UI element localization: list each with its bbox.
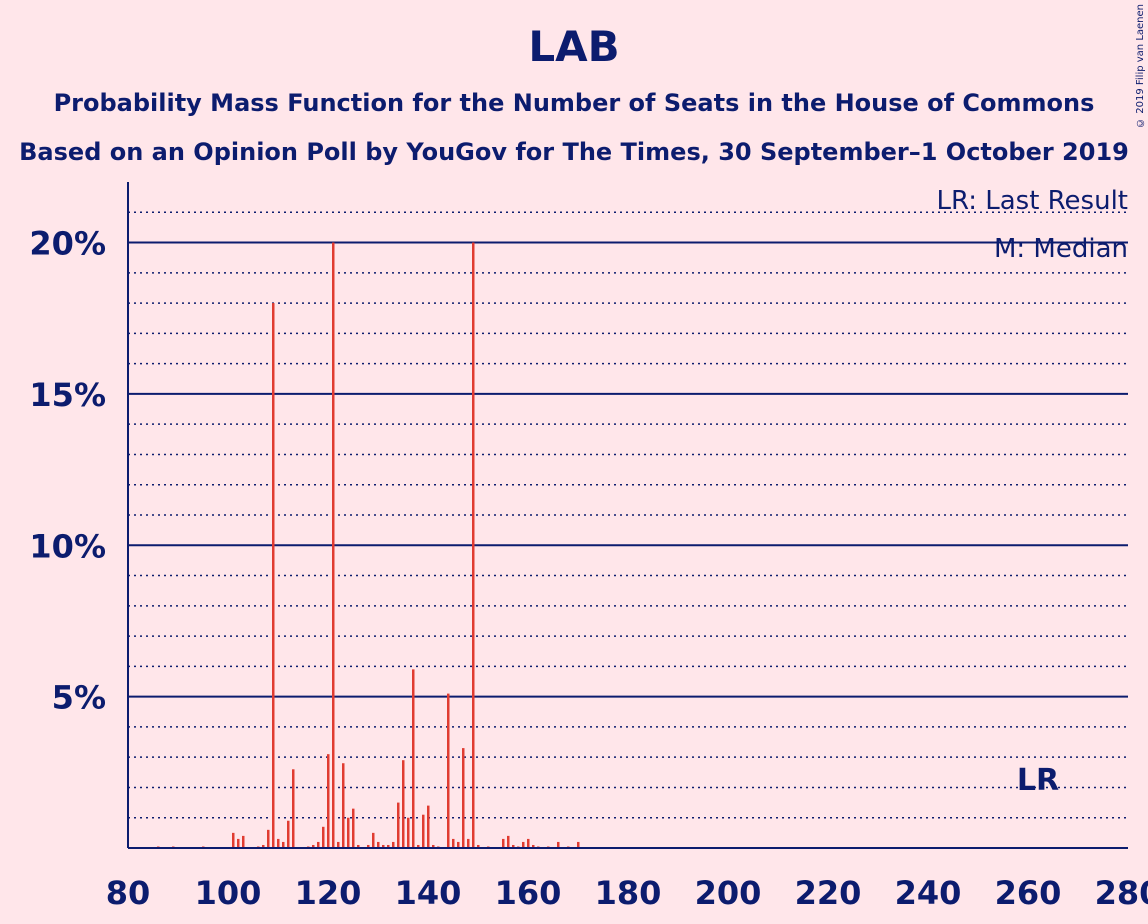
bar-seats-160 (527, 838, 530, 848)
x-tick-label: 200 (695, 874, 762, 912)
bar-seats-109 (272, 303, 275, 848)
bar-seats-128 (367, 844, 370, 848)
bar-seats-138 (417, 844, 420, 848)
bar-seats-147 (462, 748, 465, 848)
bar-seats-133 (392, 841, 395, 848)
bars (157, 242, 580, 848)
bar-seats-110 (277, 838, 280, 848)
bar-seats-119 (322, 826, 325, 848)
x-tick-label: 220 (795, 874, 862, 912)
bar-seats-126 (357, 844, 360, 848)
bar-seats-136 (407, 817, 410, 848)
bar-seats-150 (477, 844, 480, 848)
bar-seats-130 (377, 841, 380, 848)
bar-seats-159 (522, 841, 525, 848)
bar-seats-108 (267, 829, 270, 848)
bar-seats-113 (292, 769, 295, 848)
bar-seats-121 (332, 242, 335, 848)
bar-seats-155 (502, 838, 505, 848)
bar-seats-129 (372, 832, 375, 848)
chart-subtitle: Probability Mass Function for the Number… (53, 89, 1095, 117)
y-tick-label: 10% (29, 527, 106, 565)
bar-seats-122 (337, 841, 340, 848)
bar-seats-131 (382, 844, 385, 848)
last-result-marker: LR (1017, 763, 1059, 798)
legend-median: M: Median (994, 234, 1128, 264)
x-tick-labels: 80 100 120 140 160 180 200 220 240 260 280 (106, 874, 1148, 912)
y-tick-label: 20% (29, 225, 106, 263)
x-tick-label: 80 (106, 874, 151, 912)
bar-seats-161 (532, 844, 535, 848)
bar-seats-148 (467, 838, 470, 848)
bar-seats-117 (312, 844, 315, 848)
bar-seats-156 (507, 835, 510, 848)
bar-seats-141 (432, 844, 435, 848)
y-tick-label: 5% (52, 679, 106, 717)
bar-seats-125 (352, 808, 355, 848)
x-tick-label: 260 (995, 874, 1062, 912)
bar-seats-145 (452, 838, 455, 848)
bar-seats-118 (317, 841, 320, 848)
y-tick-labels: 5% 10% 15% 20% (29, 225, 106, 717)
y-tick-label: 15% (29, 376, 106, 414)
bar-seats-103 (242, 835, 245, 848)
bar-seats-102 (237, 838, 240, 848)
bar-seats-135 (402, 760, 405, 848)
bar-seats-139 (422, 814, 425, 848)
x-tick-label: 160 (495, 874, 562, 912)
bar-seats-120 (327, 754, 330, 848)
bar-seats-140 (427, 805, 430, 848)
bar-seats-149 (472, 242, 475, 848)
bar-seats-124 (347, 817, 350, 848)
chart-title: LAB (528, 22, 620, 71)
bar-seats-112 (287, 820, 290, 848)
x-tick-label: 100 (195, 874, 262, 912)
bar-seats-166 (557, 841, 560, 848)
bar-seats-146 (457, 841, 460, 848)
bar-seats-170 (577, 841, 580, 848)
bar-seats-134 (397, 802, 400, 848)
legend-last-result: LR: Last Result (936, 186, 1128, 216)
grid-lines (128, 211, 1128, 819)
bar-seats-111 (282, 841, 285, 848)
x-tick-label: 240 (895, 874, 962, 912)
bar-seats-123 (342, 763, 345, 848)
bar-seats-157 (512, 844, 515, 848)
bar-seats-101 (232, 832, 235, 848)
x-tick-label: 280 (1095, 874, 1148, 912)
x-tick-label: 180 (595, 874, 662, 912)
bar-seats-137 (412, 669, 415, 848)
chart-source: Based on an Opinion Poll by YouGov for T… (19, 138, 1129, 166)
x-tick-label: 140 (395, 874, 462, 912)
bar-seats-144 (447, 693, 450, 848)
bar-seats-132 (387, 844, 390, 848)
bar-seats-107 (262, 844, 265, 848)
x-tick-label: 120 (295, 874, 362, 912)
